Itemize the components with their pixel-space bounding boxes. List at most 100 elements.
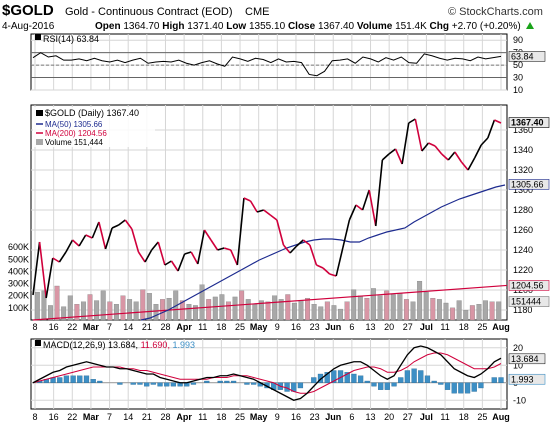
macd-histogram-bar [130, 382, 136, 385]
volume-bar [146, 293, 152, 321]
volume-bar [41, 290, 47, 321]
price-line-segment [467, 157, 476, 171]
price-line-segment [111, 224, 120, 229]
x-tick-label-price: 11 [198, 322, 207, 332]
price-line-segment [460, 161, 469, 171]
macd-histogram-bar [471, 382, 477, 392]
x-tick-label-price: 13 [366, 322, 376, 332]
price-line-segment [85, 234, 93, 239]
price-line-segment [223, 247, 231, 251]
volume-bar [127, 299, 133, 321]
x-tick-label-price: Mar [83, 322, 100, 332]
price-tick-label: 1300 [513, 185, 533, 195]
volume-bar [34, 291, 40, 321]
price-line-segment [197, 229, 206, 265]
macd-histogram-bar [378, 382, 384, 390]
price-line-segment [355, 204, 364, 211]
price-line-segment [256, 209, 264, 213]
macd-histogram-bar [364, 380, 370, 383]
volume-bar [206, 299, 212, 321]
price-line-segment [131, 228, 140, 253]
price-line-segment [296, 239, 304, 247]
price-swatch [36, 110, 43, 116]
price-line-segment [144, 249, 153, 263]
macd-histogram-bar [244, 382, 250, 385]
volume-tick-label: 200K [8, 291, 29, 301]
x-tick-label-macd: Jun [325, 412, 341, 422]
price-tick-label: 1360 [513, 125, 533, 135]
price-line-segment [309, 244, 318, 266]
macd-histogram-bar [384, 382, 390, 390]
x-tick-label-macd: 11 [198, 412, 207, 422]
price-legend-title: $GOLD (Daily) 1367.40 [45, 108, 139, 118]
volume-bar [232, 296, 238, 321]
price-line-segment [184, 251, 192, 255]
volume-bar [324, 301, 330, 321]
macd-histogram-bar [478, 382, 484, 389]
price-line-segment [401, 122, 410, 165]
x-tick-label-macd: 11 [440, 412, 449, 422]
x-tick-label-price: Aug [492, 322, 510, 332]
volume-bar [252, 304, 258, 321]
price-line-segment [190, 251, 199, 265]
macd-histogram-bar [297, 382, 304, 389]
x-tick-label-macd: 25 [235, 412, 245, 422]
ma200-value-tag-label: 1204.56 [511, 280, 544, 290]
macd-histogram-bar [224, 380, 230, 383]
x-tick-label-macd: 16 [49, 412, 59, 422]
x-tick-label-macd: Aug [492, 412, 510, 422]
macd-histogram-bar [438, 382, 444, 385]
price-line-segment [151, 241, 159, 251]
macd-histogram-bar [157, 382, 163, 387]
macd-histogram-bar [164, 382, 170, 387]
macd-histogram-bar [170, 382, 177, 387]
volume-bar [107, 301, 113, 321]
x-tick-label-macd: 20 [384, 412, 394, 422]
volume-bar [113, 304, 119, 321]
price-line-segment [170, 260, 179, 272]
price-line-segment [263, 209, 271, 216]
macd-histogram-bar [251, 382, 257, 385]
ma200-line [32, 284, 508, 321]
volume-bar [450, 307, 456, 321]
rsi-tick-label: 10 [513, 85, 523, 95]
volume-value-tag-label: 151444 [511, 297, 541, 307]
ma50-value-tag [508, 179, 550, 190]
price-line-segment [434, 145, 443, 155]
volume-bar [153, 304, 159, 321]
volume-bar [377, 295, 383, 321]
macd-histogram-bar [444, 382, 451, 390]
x-tick-label-macd: 21 [142, 412, 152, 422]
volume-bar [456, 300, 462, 321]
price-tick-label: 1260 [513, 225, 533, 235]
price-line-segment [210, 239, 219, 251]
ma50-line [140, 184, 506, 321]
volume-bar [219, 294, 225, 321]
ma200-legend: MA(200) 1204.56 [45, 129, 107, 138]
macd-histogram-bar [344, 372, 350, 383]
symbol-title: $GOLD [2, 2, 54, 19]
price-line-segment [381, 153, 390, 161]
volume-bar [417, 280, 423, 321]
price-line-segment [494, 119, 502, 124]
x-tick-label-macd: 7 [107, 412, 112, 422]
price-line-segment [269, 214, 278, 221]
x-tick-label-price: 28 [160, 322, 170, 332]
x-tick-label-price: 8 [32, 322, 37, 332]
macd-histogram-bar [217, 380, 223, 383]
x-tick-label-macd: 28 [160, 412, 170, 422]
macd-tick-label: -10 [513, 395, 526, 405]
macd-histogram-bar [311, 377, 317, 383]
macd-histogram-bar [424, 375, 431, 383]
macd-histogram-bar [204, 380, 210, 383]
macd-histogram-bar [431, 380, 437, 383]
volume-bar [469, 305, 475, 321]
volume-bar [357, 295, 363, 321]
price-line-segment [52, 257, 60, 263]
macd-histogram-bar [230, 380, 237, 383]
macd-line [32, 345, 502, 401]
price-line-segment [98, 221, 107, 250]
price-tick-label: 1280 [513, 205, 533, 215]
volume-bar [54, 285, 60, 321]
